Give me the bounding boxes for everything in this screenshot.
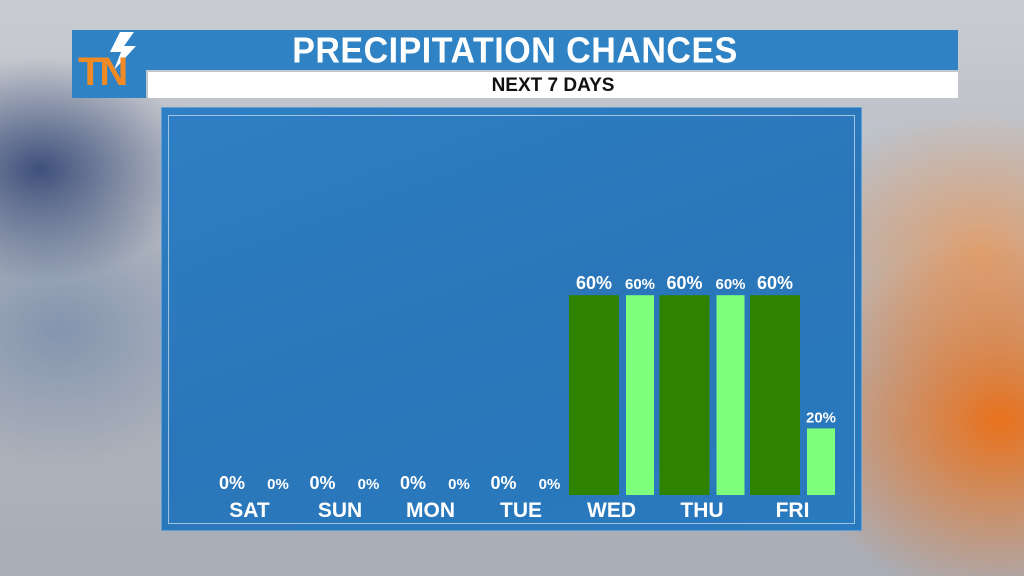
data-label-day-thu: 60% — [666, 273, 702, 293]
tick-label-sun: SUN — [318, 499, 362, 522]
night-bar-fri — [807, 428, 835, 495]
page-title: PRECIPITATION CHANCES — [292, 31, 738, 72]
data-label-night-wed: 60% — [625, 276, 655, 293]
day-bar-fri — [750, 295, 800, 495]
data-label-night-thu: 60% — [715, 276, 745, 293]
lightning-bolt-icon — [110, 32, 136, 70]
logo-text: TN — [78, 50, 128, 94]
data-label-day-tue: 0% — [490, 473, 516, 493]
tick-label-sat: SAT — [229, 499, 270, 522]
data-label-night-fri: 20% — [806, 409, 836, 426]
subtitle-bar — [148, 72, 958, 98]
title-bar — [72, 30, 958, 70]
data-label-night-sun: 0% — [358, 476, 380, 493]
tick-label-wed: WED — [587, 499, 636, 522]
data-label-day-sun: 0% — [309, 473, 335, 493]
night-bar-thu — [716, 295, 745, 495]
data-label-night-mon: 0% — [448, 476, 470, 493]
day-bar-thu — [659, 295, 710, 495]
data-label-night-tue: 0% — [539, 476, 561, 493]
page-subtitle: NEXT 7 DAYS — [491, 75, 615, 96]
chart-panel-border — [168, 115, 855, 524]
night-bar-wed — [626, 295, 654, 495]
data-label-night-sat: 0% — [267, 476, 289, 493]
data-label-day-mon: 0% — [400, 473, 426, 493]
chart-panel — [161, 107, 862, 531]
data-label-day-wed: 60% — [576, 273, 612, 293]
tick-label-thu: THU — [680, 499, 723, 522]
data-label-day-sat: 0% — [219, 473, 245, 493]
station-logo: TN — [72, 30, 146, 98]
tick-label-tue: TUE — [500, 499, 542, 522]
tick-label-mon: MON — [406, 499, 455, 522]
data-label-day-fri: 60% — [757, 273, 793, 293]
day-bar-wed — [569, 295, 619, 495]
tick-label-fri: FRI — [776, 499, 810, 522]
